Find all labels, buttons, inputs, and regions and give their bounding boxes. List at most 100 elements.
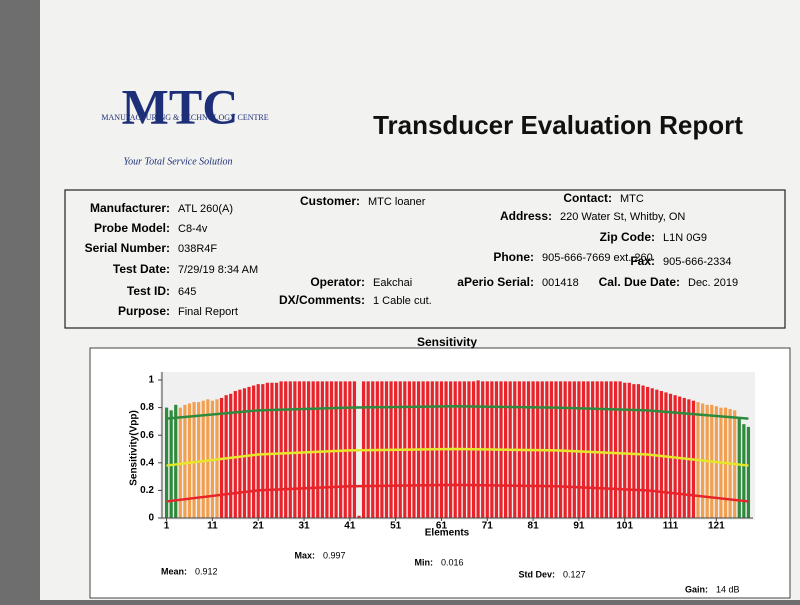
x-tick-label: 81 (528, 521, 540, 532)
stat-value: 0.912 (195, 566, 218, 576)
field-value: 1 Cable cut. (373, 295, 432, 307)
x-tick-label: 41 (344, 521, 356, 532)
field-label: Contact: (563, 191, 612, 205)
bar (627, 382, 631, 518)
stat-label: Max: (294, 550, 315, 560)
field-value: 905-666-7669 ext. 260 (542, 252, 653, 264)
field-value: ATL 260(A) (178, 203, 233, 215)
field-label: Test Date: (113, 262, 170, 276)
stat-value: 14 dB (716, 584, 740, 594)
field-label: Operator: (310, 275, 365, 289)
bar (646, 386, 650, 518)
bar (270, 382, 274, 518)
bar (659, 391, 663, 518)
field-value: C8-4v (178, 223, 208, 235)
field-value: 038R4F (178, 243, 217, 255)
field-label: Fax: (630, 254, 655, 268)
bar (274, 382, 279, 518)
bar (325, 381, 329, 518)
bar (632, 384, 636, 518)
bar (316, 381, 320, 518)
field-label: Zip Code: (600, 230, 655, 244)
bar (242, 388, 247, 518)
bar (247, 386, 251, 518)
bar (586, 381, 590, 518)
bar (302, 381, 306, 518)
x-tick-label: 51 (390, 521, 402, 532)
field-value: L1N 0G9 (663, 232, 707, 244)
field-label: Manufacturer: (90, 201, 170, 215)
bar (293, 381, 297, 518)
x-tick-label: 121 (708, 521, 725, 532)
x-tick-label: 31 (298, 521, 310, 532)
bar (192, 402, 196, 518)
field-label: Phone: (493, 250, 534, 264)
bar (329, 381, 334, 518)
bar (650, 388, 654, 518)
field-label: DX/Comments: (279, 293, 365, 307)
y-axis-label: Sensitivity(Vpp) (129, 410, 140, 486)
field-label: Customer: (300, 194, 360, 208)
bar (613, 381, 618, 518)
bar (618, 381, 622, 518)
bar (261, 384, 265, 518)
bar (581, 381, 586, 518)
info: Manufacturer: ATL 260(A) Probe Model: C8-4v… (85, 191, 739, 318)
bar (737, 418, 741, 518)
bar (201, 400, 205, 518)
x-tick-label: 21 (253, 521, 265, 532)
x-tick-label: 61 (436, 521, 448, 532)
bar (238, 389, 242, 518)
field-value: Eakchai (373, 277, 412, 289)
bar (297, 381, 302, 518)
chart-title: Sensitivity (417, 335, 477, 349)
field-label: Address: (500, 209, 552, 223)
field-label: Serial Number: (85, 241, 170, 255)
bar (265, 382, 269, 518)
info-box (64, 189, 786, 329)
field-value: MTC loaner (368, 196, 426, 208)
field-value: 645 (178, 286, 196, 298)
field-label: Cal. Due Date: (599, 275, 680, 289)
threshold-line (166, 404, 749, 420)
x-tick-label: 1 (164, 521, 170, 532)
logo-subtitle: MANUFACTURING & TECHNOLOGY CENTRE (101, 113, 268, 122)
logo: MTC (122, 78, 239, 134)
field-value: 001418 (542, 277, 579, 289)
stat-label: Std Dev: (518, 569, 555, 579)
bar (187, 403, 192, 518)
field-label: Probe Model: (94, 221, 170, 235)
field-value: 220 Water St, Whitby, ON (560, 211, 685, 223)
x-axis-label: Elements (425, 528, 470, 539)
bar (600, 381, 604, 518)
bar (288, 381, 292, 518)
field-label: Test ID: (127, 284, 170, 298)
x-tick-label: 71 (482, 521, 494, 532)
stat-label: Mean: (161, 566, 187, 576)
threshold-line (166, 483, 749, 503)
bar (284, 381, 288, 518)
bar (256, 384, 260, 518)
field-label: aPerio Serial: (457, 275, 534, 289)
bar (224, 395, 228, 518)
stat-value: 0.997 (323, 550, 346, 560)
threshold-line (166, 447, 749, 467)
x-tick-label: 111 (663, 521, 679, 532)
bar (572, 381, 576, 518)
report-title: Transducer Evaluation Report (373, 110, 743, 140)
bar (641, 385, 645, 518)
stat-value: 0.016 (441, 557, 464, 567)
stats: Mean: 0.912 Max: 0.997 Min: 0.016 Std Dev: 0.12… (161, 550, 740, 594)
bar (655, 389, 659, 518)
stat-label: Min: (415, 557, 434, 567)
bar (311, 381, 315, 518)
x-tick-label: 101 (616, 521, 633, 532)
x-tick-label: 11 (207, 521, 218, 532)
x-tick-label: 91 (573, 521, 585, 532)
chart: 00.20.40.60.811 11 21 31 41 51 61 71 81 91 101 111 1… (140, 372, 753, 532)
field-value: Final Report (178, 306, 238, 318)
y-tick-label: 0.4 (140, 457, 154, 468)
bar (174, 404, 178, 518)
bar (252, 385, 256, 518)
